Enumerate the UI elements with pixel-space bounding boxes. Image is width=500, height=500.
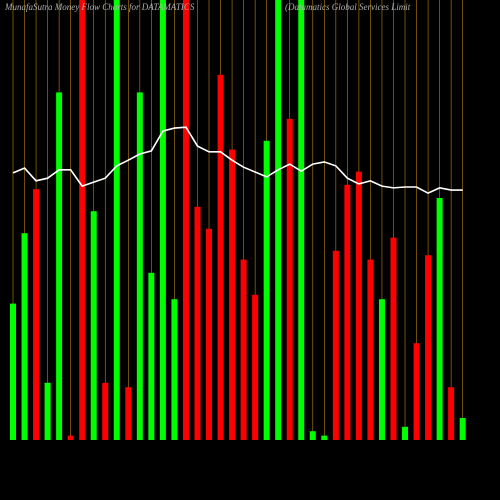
bar: [217, 74, 224, 441]
bar: [33, 189, 40, 440]
bars: [10, 0, 466, 441]
bar: [136, 92, 143, 441]
bar: [275, 0, 282, 440]
bar: [309, 431, 316, 440]
bar: [79, 0, 86, 440]
bar: [263, 140, 270, 441]
bar: [10, 303, 16, 440]
bar: [298, 0, 305, 440]
bar: [229, 149, 236, 440]
bar: [206, 228, 213, 440]
bar: [332, 250, 339, 440]
bar: [378, 299, 385, 440]
bar: [125, 387, 132, 440]
chart-title: MunafaSutra Money Flow Charts for DATAMA…: [4, 2, 195, 12]
bar: [182, 0, 189, 440]
bar: [56, 92, 63, 441]
bar: [90, 211, 97, 440]
bar: [286, 118, 293, 441]
bar: [113, 0, 120, 440]
bar: [402, 426, 409, 440]
money-flow-line: [12, 126, 463, 195]
chart-subtitle: (Datamatics Global Services Limit: [285, 2, 411, 12]
bar: [390, 237, 397, 440]
bar: [148, 272, 155, 440]
bar: [448, 387, 455, 440]
bar: [171, 299, 178, 440]
bar: [102, 382, 109, 440]
bar: [44, 382, 51, 440]
bar: [321, 435, 328, 440]
bar: [240, 259, 247, 440]
bar: [355, 171, 362, 440]
bar: [413, 343, 420, 440]
bar: [459, 418, 466, 440]
bar: [252, 294, 259, 440]
bar: [367, 259, 374, 440]
line-layer: [12, 126, 463, 195]
bar: [425, 255, 432, 440]
bar: [67, 435, 74, 440]
bar: [21, 233, 28, 440]
bar: [159, 0, 166, 440]
bar: [344, 184, 351, 440]
bar: [436, 198, 443, 440]
bar: [194, 206, 201, 440]
